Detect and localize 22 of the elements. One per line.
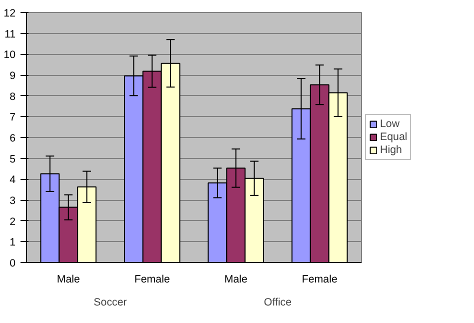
y-tick-label: 10 xyxy=(4,49,16,62)
y-tick-label: 11 xyxy=(4,28,16,40)
legend-label: Low xyxy=(380,118,400,130)
y-tick-label: 8 xyxy=(10,90,16,103)
text: Soccer xyxy=(94,296,128,308)
text: Office xyxy=(264,296,292,308)
y-tick-label: 4 xyxy=(10,174,16,186)
x-tick-label: Male xyxy=(56,274,80,286)
y-tick-label: 5 xyxy=(10,153,16,166)
y-tick-label: 1 xyxy=(10,236,16,249)
y-tick-label: 9 xyxy=(10,70,16,82)
legend-label: Equal xyxy=(380,131,408,143)
y-tick-label: 6 xyxy=(10,132,16,144)
x-tick-label: Male xyxy=(224,274,248,286)
x-tick-label: Female xyxy=(302,274,338,286)
y-tick-label: 0 xyxy=(10,258,16,270)
x-tick-label: Female xyxy=(134,274,170,286)
y-tick-label: 2 xyxy=(10,216,16,228)
y-tick-label: 3 xyxy=(10,195,16,207)
y-tick-label: 7 xyxy=(10,112,16,124)
legend-label: High xyxy=(380,144,402,156)
y-tick-label: 12 xyxy=(4,8,16,20)
